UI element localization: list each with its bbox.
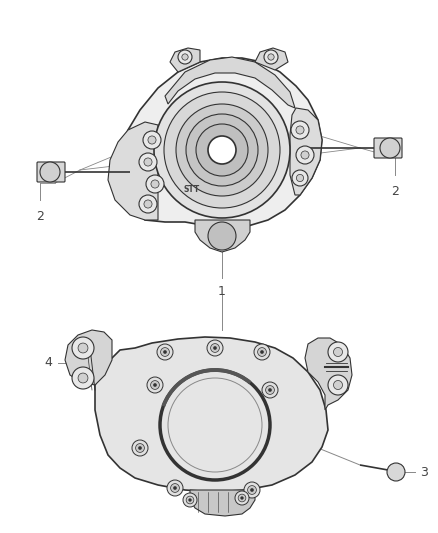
Circle shape	[211, 344, 219, 352]
Circle shape	[238, 494, 246, 502]
Text: 4: 4	[44, 357, 52, 369]
Circle shape	[40, 162, 60, 182]
Circle shape	[78, 373, 88, 383]
Circle shape	[144, 158, 152, 166]
Polygon shape	[290, 108, 322, 195]
Circle shape	[265, 385, 274, 394]
Circle shape	[264, 50, 278, 64]
Circle shape	[151, 381, 159, 390]
Polygon shape	[190, 490, 255, 516]
Circle shape	[247, 486, 256, 495]
Circle shape	[178, 50, 192, 64]
FancyBboxPatch shape	[37, 162, 65, 182]
Polygon shape	[115, 58, 322, 228]
Circle shape	[296, 146, 314, 164]
Circle shape	[157, 344, 173, 360]
Circle shape	[153, 383, 157, 386]
FancyBboxPatch shape	[374, 138, 402, 158]
Circle shape	[170, 483, 180, 492]
Circle shape	[78, 343, 88, 353]
Circle shape	[147, 377, 163, 393]
Polygon shape	[305, 338, 352, 410]
Circle shape	[207, 340, 223, 356]
Circle shape	[186, 114, 258, 186]
Circle shape	[208, 222, 236, 250]
Circle shape	[268, 54, 274, 60]
Circle shape	[148, 136, 156, 144]
Circle shape	[333, 348, 343, 357]
Text: 3: 3	[420, 465, 428, 479]
Circle shape	[143, 131, 161, 149]
Circle shape	[146, 175, 164, 193]
Circle shape	[132, 440, 148, 456]
Circle shape	[213, 346, 217, 350]
Circle shape	[154, 82, 290, 218]
Circle shape	[328, 342, 348, 362]
Circle shape	[292, 170, 308, 186]
Circle shape	[387, 463, 405, 481]
Circle shape	[139, 153, 157, 171]
Circle shape	[301, 151, 309, 159]
Text: STT: STT	[184, 185, 200, 195]
Text: 2: 2	[391, 185, 399, 198]
Circle shape	[251, 488, 254, 491]
Circle shape	[261, 350, 264, 353]
Text: 1: 1	[218, 285, 226, 298]
Circle shape	[151, 180, 159, 188]
Circle shape	[262, 382, 278, 398]
Circle shape	[189, 498, 191, 502]
Polygon shape	[95, 337, 328, 492]
Circle shape	[176, 104, 268, 196]
Circle shape	[167, 480, 183, 496]
Polygon shape	[195, 220, 250, 252]
Circle shape	[183, 493, 197, 507]
Text: 2: 2	[36, 210, 44, 223]
Circle shape	[139, 195, 157, 213]
Polygon shape	[255, 48, 288, 70]
Circle shape	[163, 350, 166, 353]
Circle shape	[297, 174, 304, 182]
Circle shape	[136, 443, 145, 453]
Polygon shape	[108, 122, 158, 220]
Circle shape	[258, 348, 266, 357]
Circle shape	[173, 487, 177, 490]
Polygon shape	[65, 330, 112, 385]
Circle shape	[186, 496, 194, 504]
Circle shape	[72, 337, 94, 359]
Circle shape	[72, 367, 94, 389]
Circle shape	[182, 54, 188, 60]
Circle shape	[296, 126, 304, 134]
Circle shape	[268, 389, 272, 392]
Circle shape	[138, 447, 141, 450]
Polygon shape	[165, 57, 295, 108]
Circle shape	[333, 381, 343, 390]
Circle shape	[328, 375, 348, 395]
Circle shape	[144, 200, 152, 208]
Circle shape	[196, 124, 248, 176]
Circle shape	[240, 497, 244, 499]
Circle shape	[161, 348, 170, 357]
Circle shape	[235, 491, 249, 505]
Circle shape	[244, 482, 260, 498]
Polygon shape	[170, 48, 200, 72]
Circle shape	[208, 136, 236, 164]
Circle shape	[291, 121, 309, 139]
Circle shape	[254, 344, 270, 360]
Circle shape	[380, 138, 400, 158]
Circle shape	[164, 92, 280, 208]
